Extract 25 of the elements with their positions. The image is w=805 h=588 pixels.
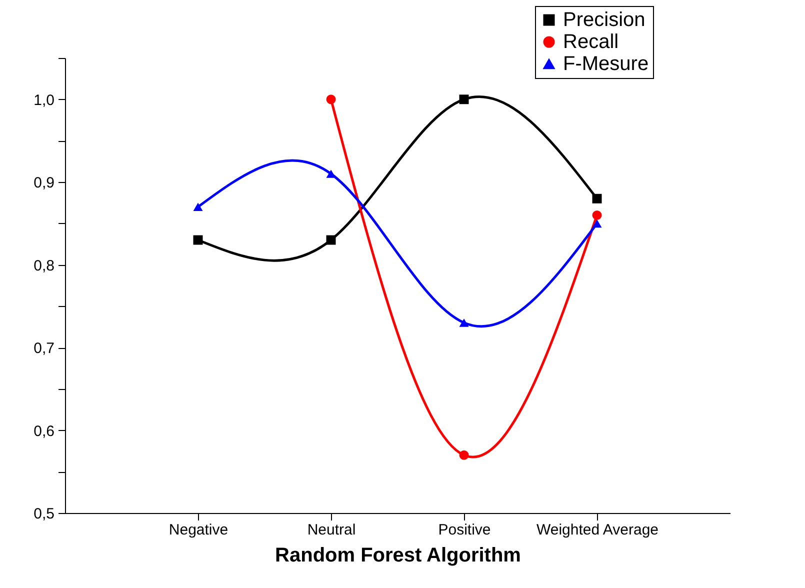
y-tick-label: 0,9 — [34, 174, 54, 192]
point — [326, 170, 336, 178]
legend-label: Precision — [563, 9, 646, 31]
x-tick-label: Negative — [168, 522, 228, 538]
point — [193, 235, 203, 245]
point — [326, 235, 336, 245]
point — [459, 94, 469, 104]
legend-label: F-Mesure — [563, 53, 649, 75]
x-tick-label: Weighted Average — [536, 522, 659, 538]
y-tick-label: 1,0 — [34, 92, 54, 109]
point — [459, 318, 469, 327]
point — [326, 94, 336, 104]
x-axis-title: Random Forest Algorithm — [275, 544, 521, 566]
y-tick-label: 0,5 — [34, 506, 54, 522]
point — [459, 450, 469, 460]
point — [592, 219, 602, 228]
x-tick-label: Neutral — [307, 522, 356, 538]
y-tick-label: 0,6 — [34, 422, 54, 440]
y-tick-label: 0,8 — [34, 257, 54, 274]
legend-label: Recall — [563, 31, 619, 53]
x-tick-label: Positive — [438, 522, 491, 538]
point — [193, 202, 203, 212]
point — [592, 194, 602, 204]
y-tick-label: 0,7 — [34, 340, 54, 358]
point — [592, 210, 602, 220]
